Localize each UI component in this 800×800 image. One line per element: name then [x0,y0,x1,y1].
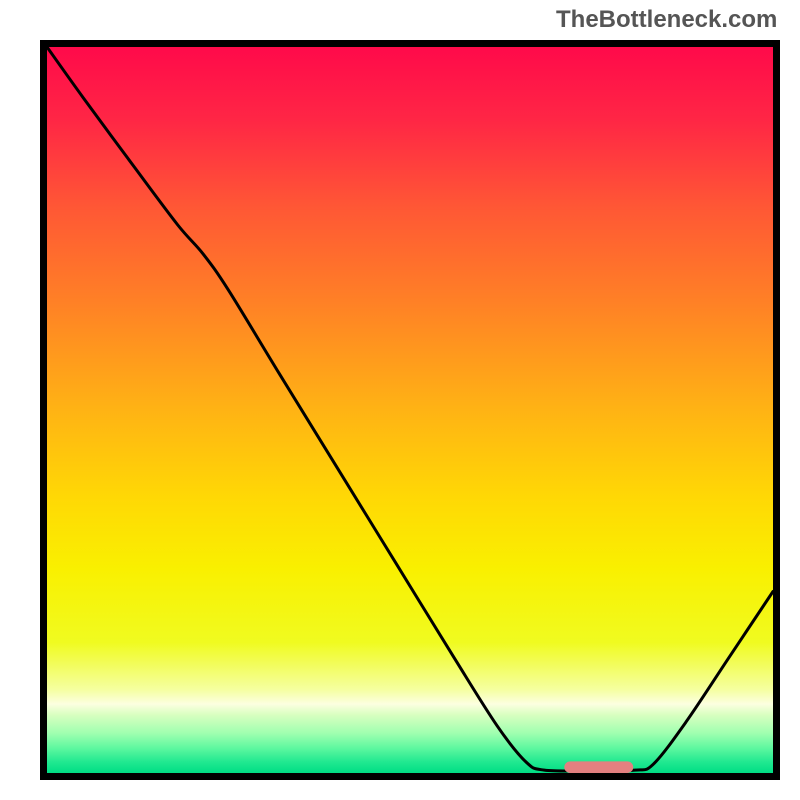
watermark-text: TheBottleneck.com [556,6,777,34]
optimal-marker [564,761,633,773]
chart-svg [40,40,780,780]
plot-area [40,40,780,780]
gradient-background [47,47,773,773]
bottleneck-chart: TheBottleneck.com [0,0,800,800]
